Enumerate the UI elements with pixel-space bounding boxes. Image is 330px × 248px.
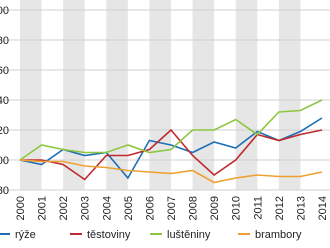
legend-item: brambory <box>238 229 302 241</box>
y-tick-label: 120 <box>0 125 9 137</box>
x-tick-label: 2003 <box>80 196 92 220</box>
x-tick-label: 2006 <box>144 196 156 220</box>
legend-item: luštěniny <box>150 229 211 241</box>
band <box>20 0 42 190</box>
y-tick-label: 100 <box>0 155 9 167</box>
band <box>192 0 215 190</box>
y-tick-label: 180 <box>0 35 9 47</box>
x-tick-label: 2014 <box>317 196 329 220</box>
legend-item: těstoviny <box>70 229 131 241</box>
x-tick-label: 2005 <box>123 196 135 220</box>
x-tick-label: 2008 <box>188 196 200 220</box>
legend-item: rýže <box>0 229 36 241</box>
band <box>278 0 301 190</box>
legend-label: luštěniny <box>167 229 211 241</box>
x-tick-label: 2000 <box>15 196 27 220</box>
x-tick-label: 2012 <box>274 196 286 220</box>
band <box>149 0 171 190</box>
legend-label: těstoviny <box>87 229 131 241</box>
series-line <box>20 128 323 181</box>
x-tick-label: 2013 <box>295 196 307 220</box>
y-tick-label: 80 <box>0 185 9 197</box>
x-tick-label: 2011 <box>252 196 264 220</box>
band <box>106 0 128 190</box>
x-tick-label: 2002 <box>58 196 70 220</box>
y-tick-label: 140 <box>0 95 9 107</box>
legend-label: rýže <box>15 229 36 241</box>
band <box>235 0 258 190</box>
x-tick-label: 2001 <box>37 196 49 220</box>
x-tick-label: 2004 <box>101 196 113 220</box>
y-tick-label: 200 <box>0 5 9 17</box>
x-tick-label: 2010 <box>231 196 243 220</box>
legend-label: brambory <box>255 229 302 241</box>
series-line <box>19 159 323 184</box>
series-line <box>19 117 323 180</box>
series-line <box>19 99 323 161</box>
x-tick-label: 2007 <box>166 196 178 220</box>
band <box>63 0 85 190</box>
y-tick-label: 160 <box>0 65 9 77</box>
x-tick-label: 2009 <box>209 196 221 220</box>
